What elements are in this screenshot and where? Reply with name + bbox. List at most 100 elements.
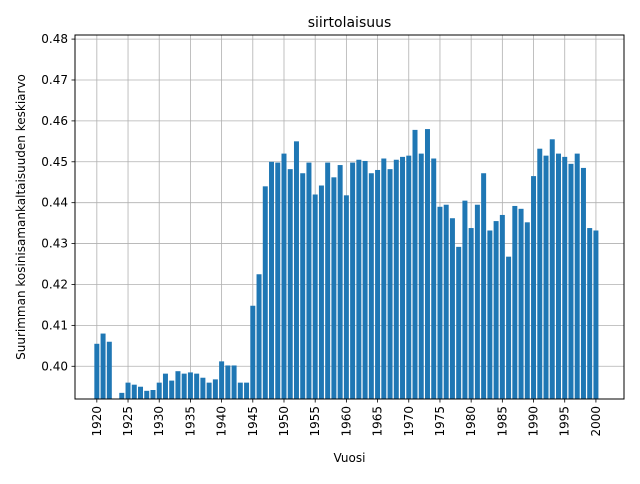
bar-1930 [156, 382, 162, 399]
bar-1963 [362, 160, 368, 399]
bar-1959 [337, 165, 343, 399]
bar-1984 [493, 221, 499, 399]
bar-1978 [456, 246, 462, 399]
bar-1973 [424, 129, 430, 399]
bar-1925 [125, 382, 131, 399]
bar-1922 [106, 341, 112, 399]
bar-1924 [119, 392, 125, 399]
y-tick-label: 0.40 [41, 359, 68, 373]
x-tick-label: 1930 [152, 406, 166, 437]
x-tick-label: 1925 [121, 406, 135, 437]
bar-1953 [300, 173, 306, 399]
bar-1969 [400, 156, 406, 399]
bar-1985 [499, 214, 505, 399]
x-tick-label: 1960 [339, 406, 353, 437]
bar-1920 [94, 343, 100, 399]
bar-1942 [231, 365, 237, 399]
bar-1945 [250, 305, 256, 399]
y-tick-label: 0.45 [41, 155, 68, 169]
x-tick-label: 1940 [215, 406, 229, 437]
bar-1965 [375, 169, 381, 399]
bar-1938 [206, 382, 212, 399]
bar-1981 [474, 204, 480, 399]
bar-1971 [412, 129, 418, 400]
x-tick-label: 1965 [371, 406, 385, 437]
bar-1949 [275, 162, 281, 399]
bar-1991 [537, 148, 543, 399]
x-tick-label: 1980 [464, 406, 478, 437]
x-axis-ticks: 1920 1925 1930 1935 1940 1945 1950 1955 1960 1965… [90, 399, 603, 437]
bar-1940 [219, 361, 225, 399]
bar-1946 [256, 274, 262, 399]
bar-1957 [325, 162, 331, 399]
bar-1927 [138, 386, 144, 399]
bar-1999 [587, 228, 593, 399]
bar-1995 [562, 156, 568, 399]
bar-1951 [287, 169, 293, 399]
bar-1975 [437, 206, 443, 399]
bar-1986 [506, 256, 512, 399]
bar-1929 [150, 390, 156, 399]
y-tick-label: 0.46 [41, 114, 68, 128]
bar-1928 [144, 390, 150, 399]
y-axis-ticks: 0.40 0.41 0.42 0.43 0.44 0.45 0.46 0.47 0.48 [41, 32, 75, 373]
x-tick-label: 1920 [90, 406, 104, 437]
bar-1968 [393, 159, 399, 399]
bar-1982 [481, 173, 487, 399]
bar-1993 [549, 139, 555, 400]
bar-1987 [512, 205, 518, 399]
x-tick-label: 1950 [277, 406, 291, 437]
bar-1931 [162, 373, 168, 399]
bar-1955 [312, 194, 318, 399]
bar-1943 [237, 382, 243, 399]
bar-2000 [593, 230, 599, 399]
bar-1936 [194, 373, 200, 399]
bar-1970 [406, 155, 412, 399]
bar-1939 [212, 379, 218, 399]
x-tick-label: 2000 [589, 406, 603, 437]
bar-1944 [244, 382, 250, 399]
bar-1960 [343, 195, 349, 399]
bar-1988 [518, 208, 524, 399]
y-tick-label: 0.41 [41, 318, 68, 332]
bar-1937 [200, 377, 206, 399]
bar-1935 [187, 372, 193, 399]
bar-1964 [368, 173, 374, 399]
bar-1967 [387, 169, 393, 399]
bar-1950 [281, 153, 287, 399]
x-tick-label: 1955 [308, 406, 322, 437]
bar-1972 [418, 153, 424, 399]
bar-1954 [306, 162, 312, 399]
bar-1994 [555, 153, 561, 399]
bar-1961 [350, 162, 356, 399]
x-tick-label: 1985 [495, 406, 509, 437]
bar-1934 [181, 373, 187, 399]
bar-1974 [431, 158, 437, 399]
y-tick-label: 0.42 [41, 277, 68, 291]
bar-1977 [449, 218, 455, 399]
bars [94, 129, 599, 400]
bar-1990 [531, 176, 537, 399]
x-tick-label: 1995 [558, 406, 572, 437]
y-tick-label: 0.47 [41, 73, 68, 87]
bar-1998 [580, 167, 586, 399]
bar-1926 [131, 384, 137, 399]
bar-1932 [169, 380, 175, 399]
x-tick-label: 1990 [527, 406, 541, 437]
bar-1997 [574, 153, 580, 399]
chart-title: siirtolaisuus [308, 15, 392, 31]
bar-1956 [318, 185, 324, 399]
bar-1996 [568, 163, 574, 399]
bar-1947 [262, 186, 268, 399]
bar-1952 [293, 141, 299, 399]
x-axis-label: Vuosi [334, 451, 366, 465]
bar-1992 [543, 155, 549, 399]
bar-1962 [356, 159, 362, 399]
bar-1958 [331, 177, 337, 399]
bar-1979 [462, 200, 468, 399]
bar-1941 [225, 365, 231, 399]
x-tick-label: 1975 [433, 406, 447, 437]
plot-frame [74, 34, 625, 400]
